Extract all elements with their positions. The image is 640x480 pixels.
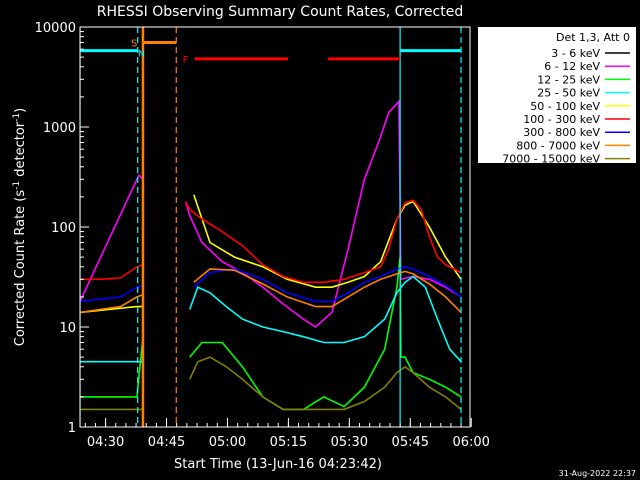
legend-header: Det 1,3, Att 0 xyxy=(556,31,630,44)
flag-label-3: F xyxy=(183,55,189,66)
plot-marks xyxy=(80,27,462,427)
series-line-8 xyxy=(80,356,462,411)
series-line-3 xyxy=(80,275,462,363)
y-tick-label-2: 100 xyxy=(51,221,76,236)
series-line-4 xyxy=(80,194,462,314)
legend-label-5: 100 - 300 keV xyxy=(523,113,600,126)
x-tick-label-3: 05:15 xyxy=(270,435,307,450)
legend-label-6: 300 - 800 keV xyxy=(523,126,600,139)
legend-label-3: 25 - 50 keV xyxy=(537,87,600,100)
x-axis-label: Start Time (13-Jun-16 04:23:42) xyxy=(174,457,382,472)
legend-label-7: 800 - 7000 keV xyxy=(516,139,600,152)
x-tick-label-6: 06:00 xyxy=(452,435,489,450)
x-tick-label-5: 05:45 xyxy=(392,435,429,450)
chart-title: RHESSI Observing Summary Count Rates, Co… xyxy=(97,4,463,20)
series-line-6 xyxy=(80,265,462,303)
y-axis-label-mid: detector xyxy=(13,121,28,181)
y-axis-label-main: Corrected Count Rate (s xyxy=(13,190,28,347)
y-axis-label: Corrected Count Rate (s-1 detector-1) xyxy=(12,108,28,346)
y-tick-label-0: 1 xyxy=(68,421,76,436)
series-line-7 xyxy=(80,268,462,314)
date-stamp: 31-Aug-2022 22:37 xyxy=(559,469,636,478)
series-line-5 xyxy=(80,199,462,284)
y-tick-label-1: 10 xyxy=(59,321,76,336)
flag-label-2: S xyxy=(131,38,137,49)
x-tick-label-4: 05:30 xyxy=(331,435,368,450)
x-axis: 04:30 04:45 05:00 05:15 05:30 05:45 06:00 xyxy=(84,418,490,450)
x-tick-label-2: 05:00 xyxy=(209,435,246,450)
x-tick-label-1: 04:45 xyxy=(148,435,185,450)
y-axis-label-end: ) xyxy=(13,108,28,113)
legend-label-1: 6 - 12 keV xyxy=(544,60,600,73)
flag-label-n: N xyxy=(138,49,145,59)
y-axis-label-sup1: -1 xyxy=(12,181,22,190)
y-tick-label-4: 10000 xyxy=(35,21,76,36)
y-tick-label-3: 1000 xyxy=(43,121,76,136)
legend-label-8: 7000 - 15000 keV xyxy=(502,153,600,166)
legend-panel xyxy=(478,27,636,163)
y-axis-label-sup2: -1 xyxy=(12,113,22,122)
legend-label-4: 50 - 100 keV xyxy=(530,100,600,113)
legend-label-2: 12 - 25 keV xyxy=(537,73,600,86)
x-tick-label-0: 04:30 xyxy=(87,435,124,450)
legend-label-0: 3 - 6 keV xyxy=(551,47,600,60)
y-axis: 1 10 100 1000 10000 xyxy=(35,21,89,436)
plot-area xyxy=(80,27,470,427)
